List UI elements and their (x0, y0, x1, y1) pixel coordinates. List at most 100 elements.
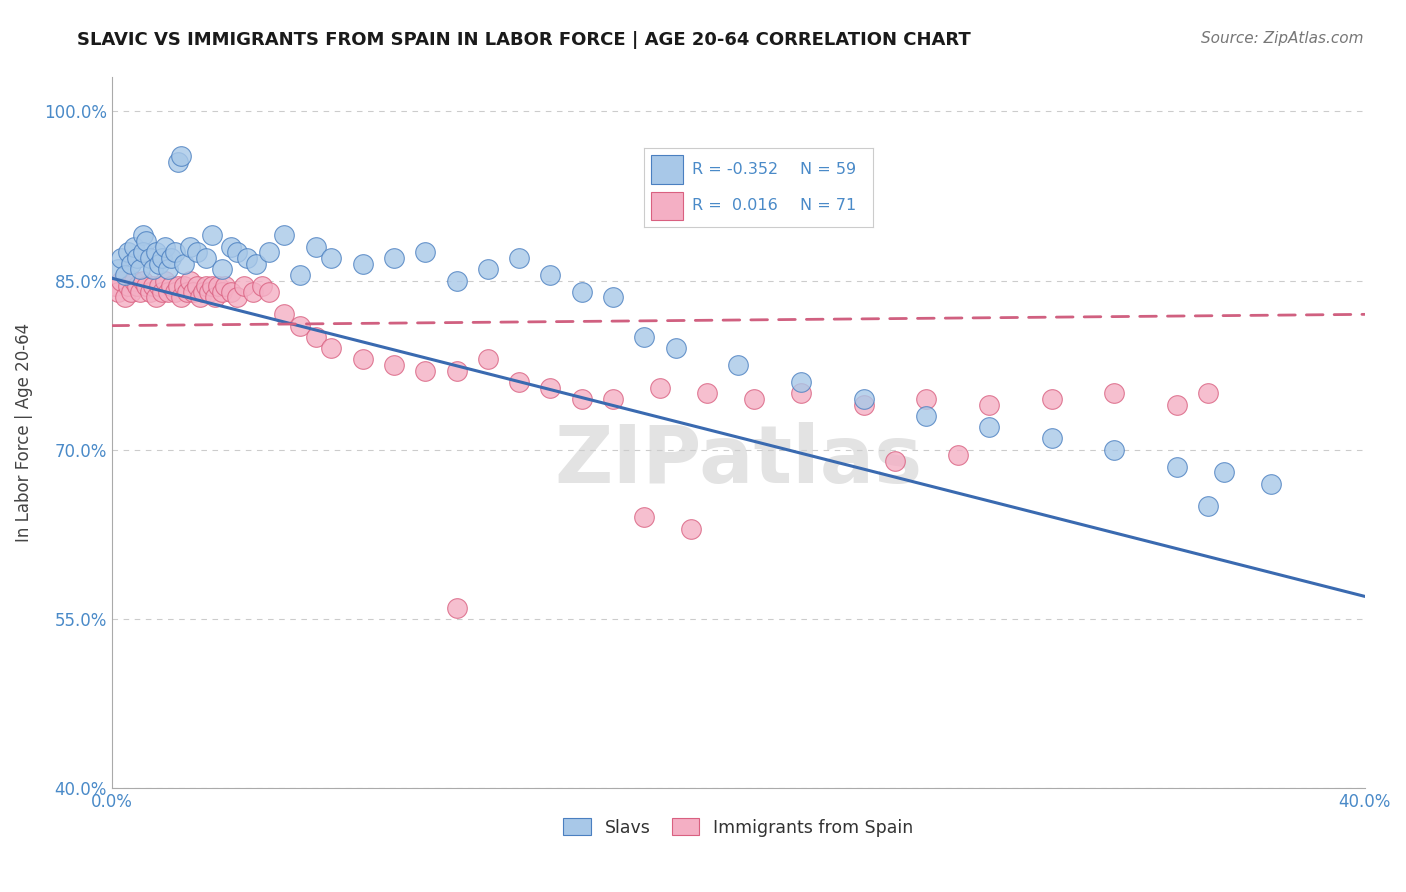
Point (1166, 398, 1188, 412)
Point (107, 262, 129, 277)
Point (142, 279, 165, 293)
Point (166, 279, 188, 293)
Point (183, 285, 205, 299)
Point (173, 257, 195, 271)
Point (214, 279, 236, 293)
Point (321, 251, 343, 265)
Point (242, 285, 264, 299)
Point (166, 155, 188, 169)
Point (382, 251, 405, 265)
Point (446, 273, 468, 287)
Point (977, 420, 1000, 434)
Point (477, 262, 499, 277)
Point (946, 449, 969, 463)
Text: R = -0.352: R = -0.352 (692, 162, 779, 178)
Point (681, 522, 703, 536)
Point (122, 273, 145, 287)
Point (148, 279, 170, 293)
Point (155, 273, 177, 287)
Text: R =  0.016: R = 0.016 (692, 198, 778, 213)
Point (288, 268, 311, 282)
Point (226, 290, 249, 304)
Point (150, 285, 173, 299)
Point (790, 375, 813, 389)
Point (648, 381, 671, 395)
Point (352, 352, 374, 367)
Point (852, 392, 875, 406)
Point (117, 279, 139, 293)
Point (602, 392, 624, 406)
Point (104, 279, 127, 293)
Point (1260, 476, 1282, 491)
Text: ZIPatlas: ZIPatlas (554, 422, 922, 500)
Point (173, 279, 195, 293)
Point (186, 279, 208, 293)
Point (176, 285, 198, 299)
Y-axis label: In Labor Force | Age 20-64: In Labor Force | Age 20-64 (15, 323, 32, 542)
Point (508, 375, 530, 389)
Point (163, 285, 186, 299)
Point (145, 245, 167, 260)
Point (257, 245, 280, 260)
Point (273, 228, 295, 243)
Point (257, 285, 280, 299)
Text: Source: ZipAtlas.com: Source: ZipAtlas.com (1201, 31, 1364, 46)
Point (145, 290, 167, 304)
Point (446, 600, 468, 615)
Point (382, 358, 405, 372)
Point (665, 341, 688, 355)
Point (696, 386, 718, 401)
Point (122, 240, 145, 254)
Point (1212, 465, 1234, 479)
Point (138, 285, 160, 299)
Point (135, 234, 157, 248)
Point (477, 352, 499, 367)
Point (170, 290, 193, 304)
Point (1040, 432, 1063, 446)
Point (125, 279, 148, 293)
Point (157, 262, 180, 277)
Point (129, 262, 152, 277)
Point (235, 251, 257, 265)
Point (1102, 442, 1125, 457)
Text: SLAVIC VS IMMIGRANTS FROM SPAIN IN LABOR FORCE | AGE 20-64 CORRELATION CHART: SLAVIC VS IMMIGRANTS FROM SPAIN IN LABOR… (77, 31, 972, 49)
Point (179, 240, 201, 254)
Point (132, 245, 155, 260)
Text: N = 71: N = 71 (800, 198, 856, 213)
Point (107, 285, 129, 299)
Point (204, 290, 226, 304)
Point (219, 240, 242, 254)
Point (571, 285, 593, 299)
Point (194, 279, 217, 293)
Point (148, 257, 170, 271)
Point (321, 341, 343, 355)
Point (211, 262, 233, 277)
Point (790, 386, 813, 401)
Point (110, 273, 132, 287)
Point (132, 273, 155, 287)
Point (179, 273, 201, 287)
Point (114, 290, 136, 304)
Point (138, 251, 160, 265)
Point (304, 240, 326, 254)
Point (252, 279, 274, 293)
Point (1102, 386, 1125, 401)
Point (135, 279, 157, 293)
Point (633, 510, 655, 524)
Point (727, 358, 749, 372)
Point (540, 268, 562, 282)
Point (852, 398, 875, 412)
Point (915, 392, 938, 406)
Point (207, 279, 229, 293)
Point (194, 251, 217, 265)
Point (163, 245, 186, 260)
Point (540, 381, 562, 395)
Point (1197, 386, 1219, 401)
Point (571, 392, 593, 406)
Point (413, 245, 436, 260)
Point (120, 285, 142, 299)
Point (211, 285, 233, 299)
Point (977, 398, 1000, 412)
Point (508, 251, 530, 265)
Point (155, 240, 177, 254)
